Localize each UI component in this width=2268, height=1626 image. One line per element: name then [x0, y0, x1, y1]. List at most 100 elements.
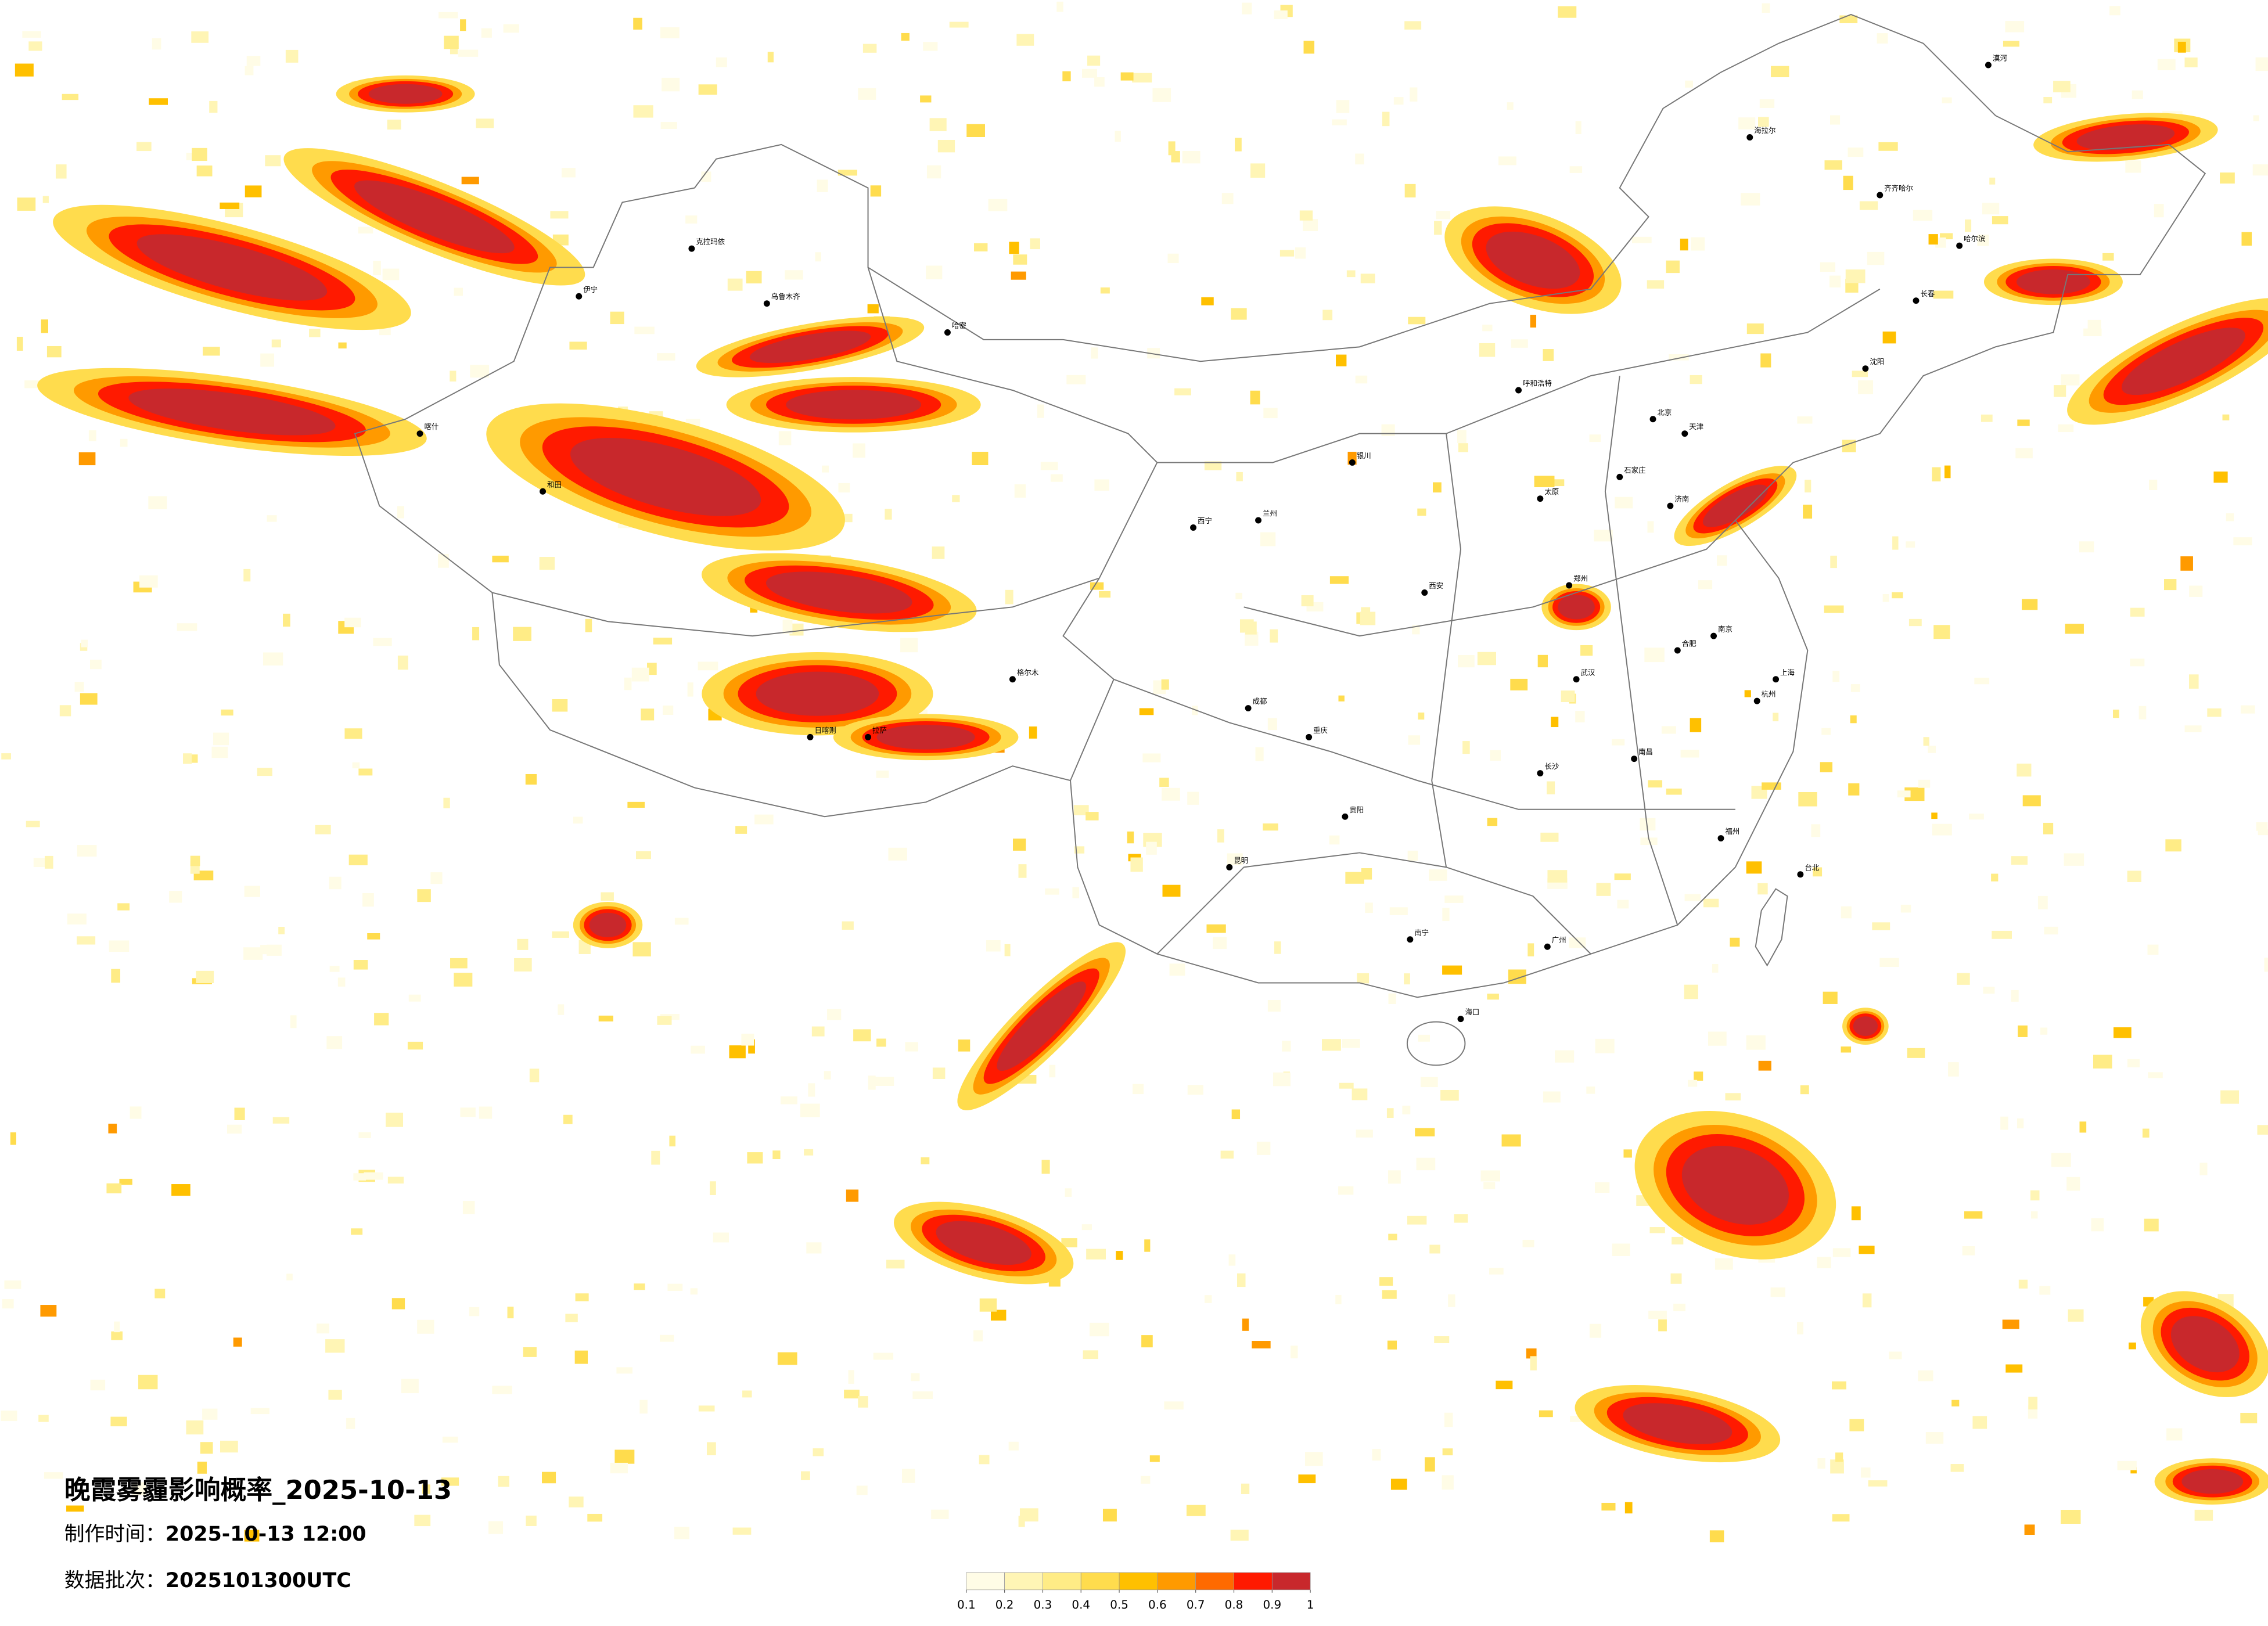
- haze-cell: [778, 431, 792, 445]
- haze-cell: [1442, 908, 1450, 922]
- haze-cell: [1680, 750, 1699, 758]
- haze-cell: [1457, 430, 1467, 444]
- haze-cell: [2252, 164, 2268, 176]
- haze-cell: [838, 170, 857, 176]
- haze-cell: [1231, 1109, 1241, 1120]
- haze-cell: [278, 926, 285, 934]
- city-dot: [1674, 647, 1681, 654]
- haze-cell: [1964, 1211, 1983, 1219]
- legend-tick-label: 0.6: [1148, 1598, 1167, 1611]
- haze-cell: [1992, 930, 2012, 939]
- haze-cell: [244, 886, 260, 897]
- city-dot: [1349, 459, 1356, 466]
- haze-cell: [1821, 728, 1831, 735]
- haze-cell: [2030, 1211, 2038, 1219]
- taiwan-outline: [1755, 888, 1788, 967]
- haze-cell: [1575, 711, 1585, 722]
- haze-cell: [552, 699, 568, 712]
- haze-cell: [149, 98, 168, 105]
- haze-cell: [1274, 10, 1288, 19]
- haze-cell: [2083, 328, 2102, 337]
- haze-cell: [1424, 1457, 1435, 1472]
- haze-cell: [853, 443, 865, 458]
- city-dot: [1226, 864, 1233, 870]
- haze-cell: [2154, 204, 2164, 218]
- city-dot: [540, 488, 547, 495]
- haze-cell: [2005, 21, 2025, 33]
- haze-cell: [492, 555, 509, 563]
- haze-cell: [1237, 1273, 1246, 1287]
- haze-cell: [949, 21, 969, 28]
- haze-cell: [2194, 1509, 2213, 1521]
- haze-cell: [1882, 594, 1889, 602]
- haze-cell: [77, 845, 97, 857]
- haze-cell: [154, 1289, 166, 1298]
- province-border: [1243, 520, 1736, 637]
- haze-cell: [1386, 1108, 1394, 1118]
- haze-cell: [1012, 839, 1026, 851]
- haze-cell: [245, 66, 254, 75]
- haze-cell: [1303, 219, 1318, 231]
- haze-cell: [78, 452, 96, 466]
- haze-cell: [2130, 659, 2145, 667]
- haze-cell: [624, 677, 632, 690]
- haze-cell: [529, 1069, 540, 1082]
- haze-cell: [136, 142, 152, 152]
- haze-cell: [1241, 1483, 1250, 1494]
- haze-blob: [997, 981, 1087, 1071]
- haze-cell: [844, 1390, 860, 1399]
- haze-cell: [1501, 1134, 1521, 1147]
- haze-cell: [1900, 904, 1911, 913]
- province-border: [1431, 433, 1461, 868]
- haze-cell: [1408, 735, 1421, 745]
- haze-cell: [920, 95, 932, 103]
- haze-cell: [2037, 895, 2048, 909]
- city-dot: [1407, 936, 1414, 943]
- haze-cell: [1, 753, 12, 760]
- haze-cell: [1273, 1072, 1291, 1087]
- haze-cell: [1522, 1239, 1534, 1247]
- haze-cell: [911, 1373, 920, 1382]
- legend-tick-label: 0.2: [995, 1598, 1014, 1611]
- haze-cell: [1429, 1244, 1440, 1254]
- city-label: 北京: [1657, 408, 1672, 416]
- haze-cell: [119, 1178, 132, 1185]
- haze-cell: [1360, 274, 1375, 283]
- haze-cell: [1458, 443, 1468, 452]
- haze-cell: [627, 801, 645, 808]
- city-label: 漠河: [1993, 54, 2007, 63]
- haze-cell: [2226, 513, 2234, 521]
- haze-cell: [1444, 1412, 1453, 1427]
- haze-cell: [450, 370, 457, 382]
- haze-blob: [2016, 269, 2090, 294]
- haze-cell: [90, 1379, 106, 1391]
- haze-cell: [2189, 585, 2203, 597]
- haze-cell: [1454, 1214, 1468, 1223]
- haze-cell: [344, 617, 361, 628]
- haze-cell: [183, 753, 192, 764]
- haze-cell: [1346, 270, 1356, 278]
- haze-cell: [1830, 115, 1841, 125]
- haze-cell: [1159, 778, 1169, 787]
- haze-cell: [1537, 654, 1548, 668]
- haze-cell: [1448, 1294, 1455, 1307]
- haze-cell: [1174, 388, 1191, 395]
- haze-cell: [674, 918, 689, 925]
- haze-cell: [1831, 1381, 1846, 1390]
- haze-cell: [1115, 131, 1121, 142]
- haze-cell: [876, 1038, 886, 1047]
- haze-cell: [782, 619, 793, 634]
- haze-cell: [1617, 900, 1629, 909]
- haze-cell: [873, 1352, 894, 1360]
- haze-cell: [191, 31, 209, 43]
- city-label: 银川: [1357, 451, 1371, 460]
- haze-cell: [1981, 414, 1993, 422]
- haze-cell: [1631, 236, 1652, 243]
- haze-cell: [748, 1039, 755, 1054]
- haze-cell: [227, 1124, 242, 1134]
- haze-cell: [245, 185, 262, 197]
- haze-cell: [1086, 1249, 1106, 1260]
- haze-cell: [1964, 219, 1972, 232]
- haze-cell: [565, 1314, 578, 1322]
